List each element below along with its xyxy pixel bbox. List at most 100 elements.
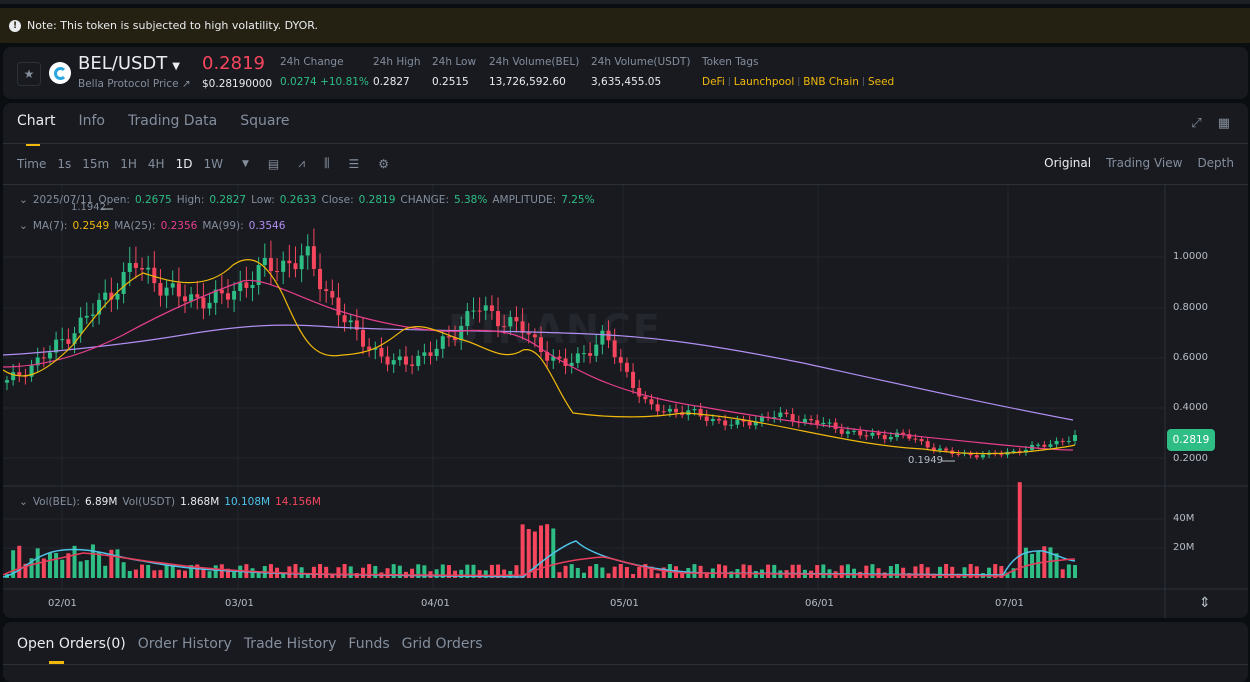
token-price-link[interactable]: Bella Protocol Price ↗ <box>78 78 191 90</box>
x-axis-label: 05/01 <box>610 598 639 609</box>
gear-icon[interactable]: ⚙ <box>378 156 390 171</box>
y-axis-label: 0.4000 <box>1173 402 1208 413</box>
view-trading-view[interactable]: Trading View <box>1106 156 1183 170</box>
stat-label: 24h Change <box>280 56 344 68</box>
auto-scale-icon[interactable]: ⇕ <box>1199 595 1211 611</box>
open-value: 0.2675 <box>134 194 172 206</box>
widgets-icon[interactable]: ▦ <box>1217 116 1230 131</box>
alert-icon: ! <box>9 19 21 32</box>
x-axis-label: 04/01 <box>421 598 450 609</box>
x-axis-label: 06/01 <box>805 598 834 609</box>
pair-name: BEL/USDT <box>78 53 168 74</box>
ma99-value: 0.3546 <box>248 220 286 232</box>
x-axis-label: 03/01 <box>225 598 254 609</box>
interval-dropdown-icon[interactable]: ▼ <box>241 158 249 169</box>
vol-axis-label: 20M <box>1173 542 1195 553</box>
orders-panel: Open Orders(0) Order History Trade Histo… <box>3 622 1248 682</box>
volume-legend: ⌄ Vol(BEL): 6.89M Vol(USDT) 1.868M 10.108M… <box>19 496 321 508</box>
token-tags-label: Token Tags <box>702 56 759 68</box>
tag-defi[interactable]: DeFi <box>702 76 725 88</box>
view-original[interactable]: Original <box>1044 156 1092 170</box>
ma99-label: MA(99): <box>202 220 244 232</box>
y-axis-label: 1.0000 <box>1173 251 1208 262</box>
max-price-marker: 1.1942 <box>71 202 106 213</box>
candle-type-icon[interactable]: ⫼ <box>324 156 330 170</box>
tab-trade-history[interactable]: Trade History <box>243 636 337 652</box>
tag-launchpool[interactable]: Launchpool <box>733 76 795 88</box>
view-depth[interactable]: Depth <box>1197 156 1234 170</box>
last-price-usd: $0.28190000 <box>202 78 273 90</box>
chevron-down-icon[interactable]: ⌄ <box>19 496 28 508</box>
stat-value: 3,635,455.05 <box>591 76 662 88</box>
interval-time[interactable]: Time <box>17 156 47 171</box>
low-value: 0.2633 <box>279 194 317 206</box>
stat-24h-volume-bel: 24h Volume(BEL) 13,726,592.60 <box>489 56 579 88</box>
notice-text: Note: This token is subjected to high vo… <box>27 19 319 32</box>
caret-down-icon: ▼ <box>172 61 180 72</box>
tag-bnb-chain[interactable]: BNB Chain <box>803 76 859 88</box>
vol-axis-label: 40M <box>1173 513 1195 524</box>
amplitude-value: 7.25% <box>561 194 595 206</box>
chart-panel: Chart Info Trading Data Square ⤢ ▦ Time … <box>3 103 1248 665</box>
high-value: 0.2827 <box>209 194 247 206</box>
change-value: 5.38% <box>453 194 488 206</box>
tab-trading-data[interactable]: Trading Data <box>127 113 218 129</box>
volatility-notice: ! Note: This token is subjected to high … <box>0 8 1250 43</box>
interval-1w[interactable]: 1W <box>203 156 223 171</box>
chart-tabs: Chart Info Trading Data Square <box>17 113 290 146</box>
ma25-label: MA(25): <box>114 220 156 232</box>
tag-seed[interactable]: Seed <box>867 76 895 88</box>
min-price-marker: 0.1949 <box>908 455 943 466</box>
interval-1s[interactable]: 1s <box>57 156 72 171</box>
chevron-down-icon[interactable]: ⌄ <box>19 194 28 206</box>
star-icon: ★ <box>23 67 35 81</box>
calendar-icon[interactable]: ▤ <box>267 156 280 171</box>
ohlc-date: 2025/07/11 <box>32 194 94 206</box>
x-axis-label: 07/01 <box>995 598 1024 609</box>
divider <box>3 664 1248 665</box>
y-axis-label: 0.6000 <box>1173 352 1208 363</box>
close-label: Close: <box>321 194 354 206</box>
tab-grid-orders[interactable]: Grid Orders <box>401 636 483 652</box>
tab-info[interactable]: Info <box>78 113 105 129</box>
tab-square[interactable]: Square <box>240 113 290 129</box>
tab-open-orders[interactable]: Open Orders(0) <box>17 636 126 664</box>
interval-15m[interactable]: 15m <box>82 156 110 171</box>
y-axis-label: 0.8000 <box>1173 302 1208 313</box>
y-axis-label: 0.2000 <box>1173 453 1208 464</box>
tab-order-history[interactable]: Order History <box>137 636 232 652</box>
chart-view-tabs: Original Trading View Depth <box>1044 156 1234 170</box>
stat-label: 24h High <box>373 56 421 68</box>
tab-funds[interactable]: Funds <box>348 636 390 652</box>
pair-selector[interactable]: BEL/USDT ▼ <box>78 53 180 74</box>
fullscreen-icon[interactable]: ⤢ <box>1191 116 1202 131</box>
close-value: 0.2819 <box>358 194 396 206</box>
kline-chart[interactable]: BINANCE <box>3 185 1248 665</box>
chevron-down-icon[interactable]: ⌄ <box>19 220 28 232</box>
divider <box>3 184 1248 185</box>
last-price: 0.2819 <box>202 53 265 74</box>
ma25-value: 0.2356 <box>160 220 198 232</box>
ma-legend: ⌄ MA(7): 0.2549 MA(25): 0.2356 MA(99): 0.35… <box>19 220 285 232</box>
stat-label: 24h Volume(USDT) <box>591 56 691 68</box>
orders-tabs: Open Orders(0) Order History Trade Histo… <box>17 636 483 664</box>
vol-usdt-label: Vol(USDT) <box>122 496 176 508</box>
favorite-star-button[interactable]: ★ <box>17 62 41 86</box>
top-strip <box>0 0 1250 4</box>
interval-1d[interactable]: 1D <box>175 156 193 171</box>
ma7-value: 0.2549 <box>72 220 110 232</box>
interval-1h[interactable]: 1H <box>120 156 137 171</box>
stat-label: 24h Low <box>432 56 477 68</box>
interval-4h[interactable]: 4H <box>147 156 165 171</box>
vol-usdt-value: 1.868M <box>180 496 220 508</box>
ma7-label: MA(7): <box>32 220 68 232</box>
stat-value: 13,726,592.60 <box>489 76 566 88</box>
chart-settings-list-icon[interactable]: ☰ <box>348 156 360 171</box>
stat-value: 0.2827 <box>373 76 410 88</box>
change-label: CHANGE: <box>400 194 449 206</box>
vol-bel-value: 6.89M <box>84 496 118 508</box>
stat-24h-volume-usdt: 24h Volume(USDT) 3,635,455.05 <box>591 56 690 88</box>
tab-chart[interactable]: Chart <box>17 113 56 146</box>
vol-ma-long-value: 14.156M <box>275 496 321 508</box>
indicators-icon[interactable]: ⩘ <box>298 156 305 170</box>
